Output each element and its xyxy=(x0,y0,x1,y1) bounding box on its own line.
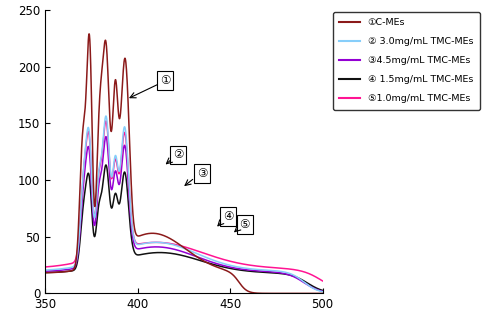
Text: ⑤: ⑤ xyxy=(240,218,250,231)
Text: ①: ① xyxy=(160,74,170,87)
Text: ④: ④ xyxy=(223,210,234,223)
Text: ③: ③ xyxy=(197,167,207,180)
Text: ②: ② xyxy=(173,149,184,161)
Legend: ①C-MEs, ② 3.0mg/mL TMC-MEs, ③4.5mg/mL TMC-MEs, ④ 1.5mg/mL TMC-MEs, ⑤1.0mg/mL TMC: ①C-MEs, ② 3.0mg/mL TMC-MEs, ③4.5mg/mL TM… xyxy=(333,12,480,110)
